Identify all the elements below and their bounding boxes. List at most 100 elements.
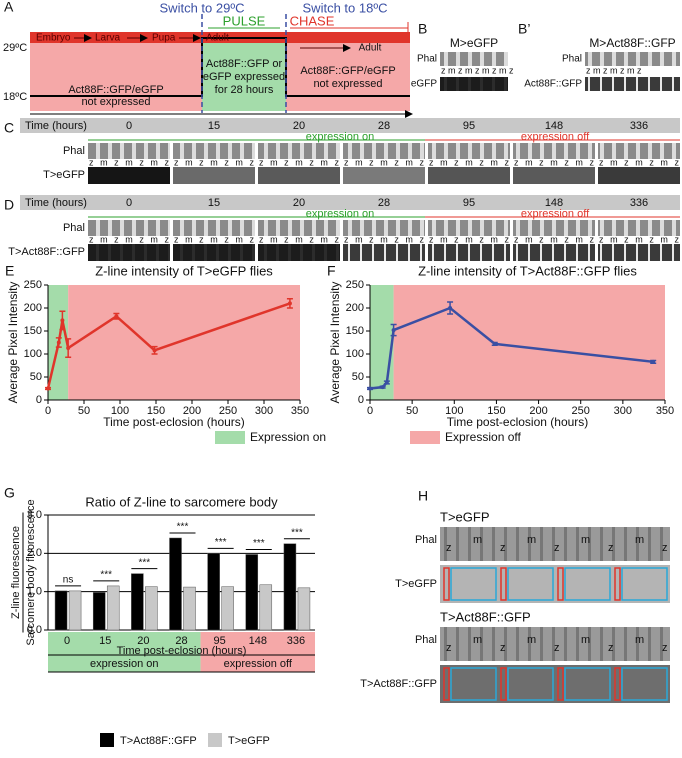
y-tick-label: 250 xyxy=(24,279,42,291)
y-tick-label: 2.0 xyxy=(27,547,42,559)
y-tick-label: 150 xyxy=(346,325,364,337)
image xyxy=(343,220,425,236)
y-tick-label: 0 xyxy=(358,394,364,406)
significance-label: *** xyxy=(215,537,227,548)
image xyxy=(88,244,170,261)
bar xyxy=(54,590,68,631)
significance-label: *** xyxy=(139,557,151,568)
bar xyxy=(131,573,144,631)
marker-label: z xyxy=(662,642,668,654)
time-label: 148 xyxy=(545,197,563,209)
bar xyxy=(283,543,297,631)
time-label: 15 xyxy=(208,120,220,132)
panel-title: M>eGFP xyxy=(450,36,498,50)
phase-band xyxy=(48,632,201,672)
significance-label: *** xyxy=(253,538,265,549)
point xyxy=(651,359,656,364)
image xyxy=(440,565,670,603)
y-tick-label: 1.0 xyxy=(27,586,42,598)
z-line-roi xyxy=(500,567,507,601)
x-tick-label: 100 xyxy=(445,405,463,417)
marker-label: z m z m z m z xyxy=(174,234,255,244)
y-axis-label: Average Pixel Intensity xyxy=(6,282,20,404)
time-label: 95 xyxy=(463,197,475,209)
image xyxy=(440,627,670,661)
x-tick-label: 350 xyxy=(291,405,309,417)
x-tick-label: 200 xyxy=(183,405,201,417)
image xyxy=(343,244,425,261)
y-tick-label: 200 xyxy=(346,302,364,314)
header-bar xyxy=(20,118,680,133)
y-tick-label: 100 xyxy=(24,348,42,360)
panel-label: F xyxy=(327,263,336,279)
marker-label: z m z m z m z xyxy=(599,234,680,244)
marker-label: m xyxy=(473,634,482,646)
row-label: T>Act88F::GFP xyxy=(360,678,437,690)
point xyxy=(114,314,119,319)
image xyxy=(440,665,670,703)
note: not expressed xyxy=(313,78,382,90)
z-line-roi xyxy=(443,667,450,701)
y-tick-label: 50 xyxy=(30,371,42,383)
marker-label: z m z m z m z xyxy=(89,234,170,244)
phase-band xyxy=(200,632,315,672)
image xyxy=(428,143,510,159)
image xyxy=(598,220,680,236)
panel-label: B’ xyxy=(518,21,530,37)
y-tick-label: 50 xyxy=(352,371,364,383)
switch-label: Switch to 18ºC xyxy=(303,0,388,15)
image xyxy=(88,220,170,236)
point xyxy=(448,306,453,310)
image xyxy=(173,220,255,236)
y-axis-label: Sarcomere body fluorescence xyxy=(25,499,37,645)
chart-title: Ratio of Z-line to sarcomere body xyxy=(85,494,278,509)
image xyxy=(343,143,425,159)
image xyxy=(598,167,680,184)
bar xyxy=(92,592,106,631)
row-label: T>Act88F::GFP xyxy=(8,246,85,258)
y-tick-label: 0 xyxy=(36,394,42,406)
marker-label: z xyxy=(554,642,560,654)
image xyxy=(428,220,510,236)
point xyxy=(56,340,61,345)
image xyxy=(513,220,595,236)
image xyxy=(173,167,255,184)
marker-label: m xyxy=(527,634,536,646)
panel-title: T>eGFP xyxy=(440,509,490,524)
marker-label: z xyxy=(446,542,452,554)
image xyxy=(440,527,670,561)
image xyxy=(585,52,680,66)
point xyxy=(60,318,65,323)
row-label: Phal xyxy=(63,222,85,234)
marker-label: z xyxy=(608,642,614,654)
time-label: 95 xyxy=(463,120,475,132)
x-tick-label: 148 xyxy=(249,635,267,647)
marker-label: m xyxy=(581,634,590,646)
y-axis-label: Z-line fluorescence xyxy=(10,526,22,619)
point xyxy=(492,341,497,346)
temp-label: 29ºC xyxy=(3,42,27,54)
stage-label: Larva xyxy=(95,33,120,44)
image xyxy=(173,244,255,261)
y-tick-label: 250 xyxy=(346,279,364,291)
marker-label: z m z m z m z xyxy=(514,234,595,244)
expression-label: expression on xyxy=(306,208,375,220)
shading xyxy=(68,285,300,400)
x-tick-label: 300 xyxy=(614,405,632,417)
x-tick-label: 250 xyxy=(219,405,237,417)
legend-swatch xyxy=(410,431,440,444)
image xyxy=(428,167,510,184)
x-tick-label: 15 xyxy=(99,635,111,647)
temp-label: 18ºC xyxy=(3,91,27,103)
row-label: T>eGFP xyxy=(395,578,437,590)
chase-label: CHASE xyxy=(290,13,335,28)
panel-title: T>Act88F::GFP xyxy=(440,609,531,624)
row-label: Act88F::GFP xyxy=(524,79,582,90)
x-tick-label: 0 xyxy=(64,635,70,647)
significance-label: ns xyxy=(63,575,74,586)
time-label: 0 xyxy=(126,120,132,132)
marker-label: m xyxy=(581,534,590,546)
marker-label: m xyxy=(635,634,644,646)
x-axis-label: Time post-eclosion (hours) xyxy=(103,415,245,429)
x-tick-label: 100 xyxy=(111,405,129,417)
